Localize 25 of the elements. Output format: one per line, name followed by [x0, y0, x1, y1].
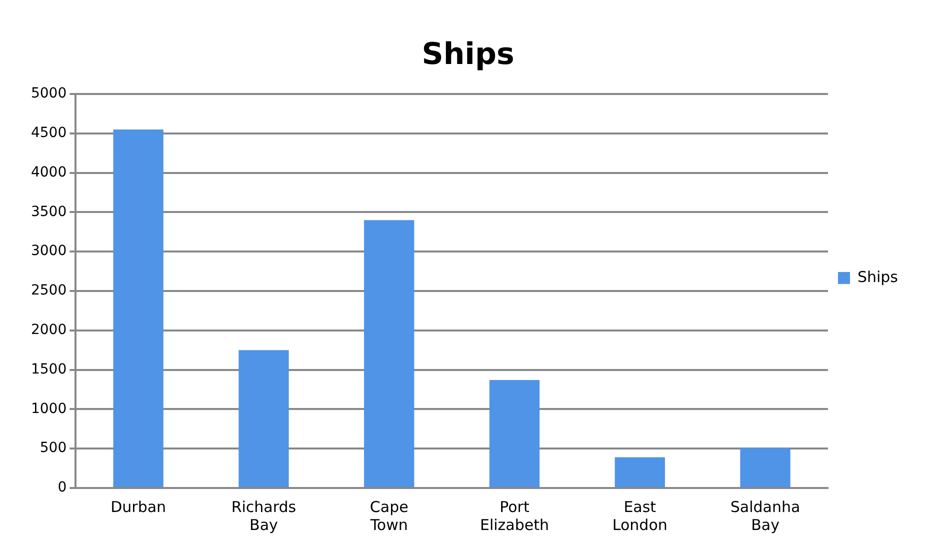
y-tick-label: 1000	[30, 400, 67, 417]
y-tick-label: 4500	[30, 125, 67, 142]
x-tick-label: East London	[612, 498, 668, 534]
y-tick-label: 2500	[30, 282, 67, 299]
bar	[740, 448, 790, 487]
x-tick-label: Richards Bay	[231, 498, 296, 534]
y-tick-label: 4000	[30, 164, 67, 180]
y-tick-label: 3000	[30, 243, 67, 260]
y-tick-label: 2000	[30, 322, 67, 338]
y-tick-label: 5000	[30, 86, 67, 102]
y-tick-label: 500	[40, 440, 67, 456]
x-tick-label: Cape Town	[369, 498, 408, 534]
x-tick-label: Durban	[110, 498, 166, 516]
legend-label: Ships	[857, 268, 898, 286]
bar	[614, 457, 665, 487]
y-tick-label: 0	[58, 480, 67, 496]
x-tick-label: Port Elizabeth	[480, 498, 550, 534]
x-tick-label: Saldanha Bay	[730, 498, 800, 534]
bar	[364, 220, 414, 487]
bar	[113, 129, 164, 487]
y-tick-label: 3500	[30, 204, 67, 220]
chart-title: Ships	[422, 36, 514, 72]
bar	[238, 350, 289, 487]
bar	[489, 380, 540, 487]
y-tick-label: 1500	[30, 361, 67, 378]
